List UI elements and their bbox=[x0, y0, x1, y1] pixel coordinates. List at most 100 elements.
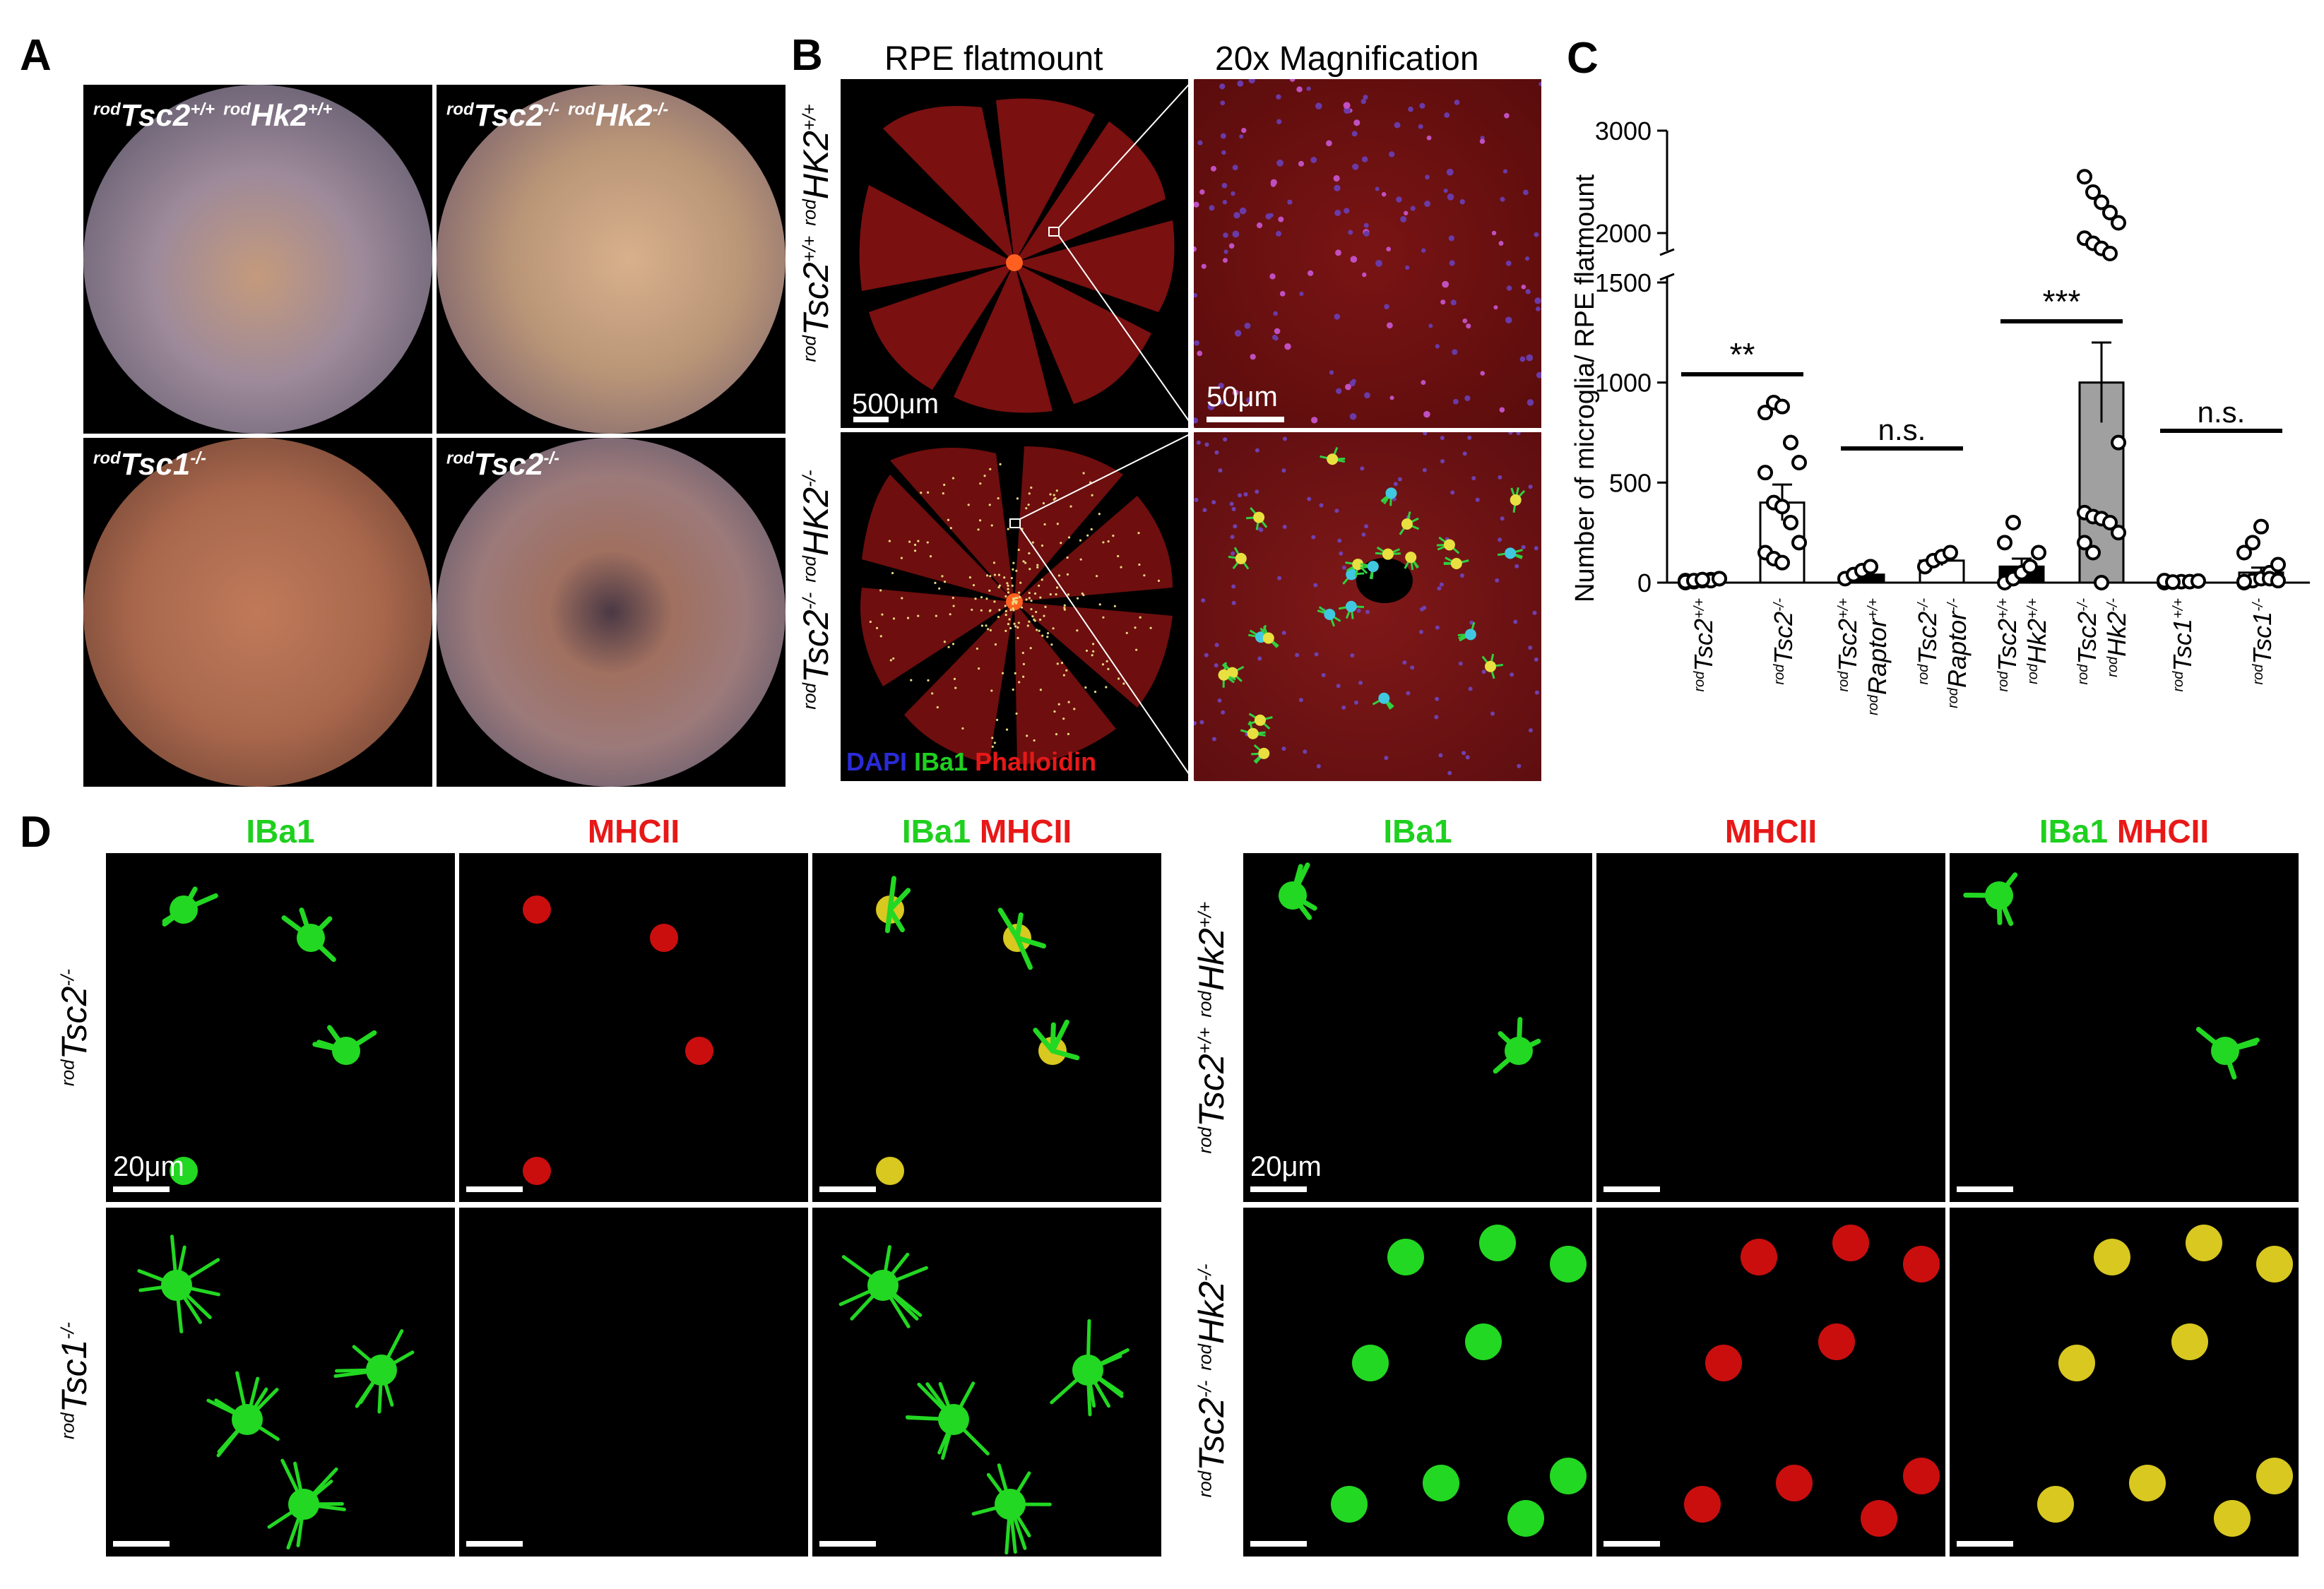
micrograph-merge bbox=[1950, 1208, 2299, 1557]
data-point bbox=[2094, 575, 2109, 590]
data-point bbox=[1774, 398, 1790, 415]
data-point bbox=[2270, 573, 2286, 589]
data-points bbox=[1678, 169, 2286, 590]
x-tick-label: rodTsc1-/- bbox=[2248, 598, 2277, 685]
scale-bar bbox=[466, 1186, 523, 1192]
data-point bbox=[2236, 544, 2252, 561]
fundus-image-tsc2-ko: rodTsc2-/- bbox=[437, 438, 785, 787]
genotype-label: rodTsc2-/- rodHk2-/- bbox=[446, 98, 669, 133]
data-point bbox=[2111, 215, 2126, 231]
data-point bbox=[2236, 573, 2252, 590]
scale-bar bbox=[1250, 1541, 1307, 1547]
micrograph-merge bbox=[812, 1208, 1161, 1557]
data-point bbox=[1774, 499, 1790, 515]
micrograph-mhcii bbox=[459, 1208, 808, 1557]
scale-bar bbox=[1207, 417, 1284, 422]
micrograph-iba1 bbox=[1243, 1208, 1592, 1557]
scale-bar bbox=[853, 417, 889, 422]
x-tick-label: rodRaptor+/+ bbox=[1863, 598, 1892, 715]
channel-header-iba1: IBa1 bbox=[1383, 813, 1452, 850]
data-point bbox=[2102, 246, 2118, 261]
data-point bbox=[2022, 559, 2038, 575]
micrograph-merge bbox=[812, 853, 1161, 1202]
row-label-tsc2-hk2-ko: rodTsc2-/- rodHk2-/- bbox=[1192, 1263, 1231, 1498]
data-point bbox=[1757, 405, 1773, 421]
scale-bar bbox=[113, 1541, 170, 1547]
x-tick-label: rodTsc2-/- bbox=[1913, 598, 1942, 685]
genotype-label: rodTsc2+/+ rodHk2+/+ bbox=[93, 98, 333, 133]
data-point bbox=[2102, 205, 2118, 220]
data-point bbox=[2270, 557, 2286, 573]
data-point bbox=[1791, 455, 1807, 470]
fundus-image-tsc1-ko: rodTsc1-/- bbox=[83, 438, 432, 787]
legend-phalloidin: Phalloidin bbox=[975, 747, 1097, 776]
channel-header-merge: IBa1 MHCII bbox=[901, 813, 1072, 850]
data-point bbox=[1997, 535, 2012, 551]
channel-header-mhcii: MHCII bbox=[1724, 813, 1818, 850]
micrograph-merge bbox=[1950, 853, 2299, 1202]
data-point bbox=[2245, 535, 2260, 551]
scale-bar-label: 20μm bbox=[113, 1151, 184, 1182]
scale-bar bbox=[1250, 1186, 1307, 1192]
column-title-flatmount: RPE flatmount bbox=[884, 40, 1103, 78]
fundus-image-tsc2-hk2-wt: rodTsc2+/+ rodHk2+/+ bbox=[83, 85, 432, 434]
data-point bbox=[2077, 535, 2092, 551]
rpe-zoom-ko bbox=[1194, 432, 1541, 781]
y-tick-label: 1000 bbox=[1595, 369, 1652, 398]
x-tick-label: rodTsc2+/+ bbox=[1689, 598, 1718, 692]
channel-header-iba1: IBa1 bbox=[246, 813, 315, 850]
scale-bar bbox=[466, 1541, 523, 1547]
scale-bar bbox=[1957, 1541, 2013, 1547]
genotype-label: rodTsc1-/- bbox=[93, 447, 206, 482]
row-label-tsc2-hk2-wt: rodTsc2+/+ rodHk2+/+ bbox=[1192, 901, 1231, 1154]
y-tick-label: 2000 bbox=[1595, 219, 1652, 248]
legend-iba1: IBa1 bbox=[914, 747, 968, 776]
data-point bbox=[2165, 574, 2181, 590]
micrograph-iba1 bbox=[106, 1208, 455, 1557]
data-point bbox=[2085, 544, 2101, 561]
x-tick-labels: rodTsc2+/+rodTsc2-/-rodTsc2+/+rodRaptor+… bbox=[1689, 598, 2277, 715]
data-point bbox=[1863, 559, 1878, 575]
data-point bbox=[2111, 525, 2126, 541]
data-point bbox=[1757, 465, 1773, 481]
data-point bbox=[2253, 518, 2269, 535]
legend-dapi: DAPI bbox=[846, 747, 908, 776]
micrograph-mhcii bbox=[1596, 1208, 1945, 1557]
data-point bbox=[2094, 194, 2109, 210]
micrograph-iba1: 20μm bbox=[1243, 853, 1592, 1202]
rpe-flatmount-ko: DAPI IBa1 Phalloidin bbox=[841, 432, 1188, 781]
y-tick-label: 3000 bbox=[1595, 117, 1652, 145]
panel-label-d: D bbox=[20, 808, 52, 857]
x-tick-label: rodTsc2-/- bbox=[2073, 598, 2101, 685]
row-label-tsc2-hk2-ko: rodTsc2-/- rodHK2-/- bbox=[796, 470, 836, 710]
y-tick-label: 0 bbox=[1637, 569, 1652, 597]
axes: 0 500 1000 1500 2000 3000 bbox=[1595, 117, 2310, 597]
scale-bar-label: 50μm bbox=[1207, 381, 1278, 412]
scale-bar bbox=[1957, 1186, 2013, 1192]
chart-microglia-counts: Number of microglia/ RPE flatmount 0 500 1… bbox=[1570, 117, 2310, 715]
data-point bbox=[2102, 515, 2118, 530]
scale-bar bbox=[819, 1541, 876, 1547]
significance-label: *** bbox=[2043, 283, 2081, 320]
x-tick-label: rodTsc1+/+ bbox=[2168, 598, 2197, 692]
data-point bbox=[1712, 571, 1727, 587]
x-tick-label: rodTsc2-/- bbox=[1769, 598, 1798, 685]
data-point bbox=[1791, 535, 1807, 551]
data-point bbox=[1783, 434, 1798, 451]
channel-header-merge: IBa1 MHCII bbox=[2039, 813, 2210, 850]
scale-bar-label: 500μm bbox=[852, 388, 939, 419]
x-tick-label: rodHk2+/+ bbox=[2022, 598, 2051, 684]
scale-bar bbox=[819, 1186, 876, 1192]
significance-label: ** bbox=[1730, 336, 1755, 373]
scale-bar bbox=[113, 1186, 170, 1192]
significance-label: n.s. bbox=[2198, 395, 2246, 429]
data-point bbox=[2085, 184, 2101, 200]
x-tick-label: rodRaptor-/- bbox=[1943, 598, 1972, 708]
significance-label: n.s. bbox=[1878, 413, 1926, 446]
panel-label-a: A bbox=[20, 31, 52, 80]
data-point bbox=[1943, 544, 1958, 561]
micrograph-mhcii bbox=[1596, 853, 1945, 1202]
x-tick-label: rodHk2-/- bbox=[2102, 598, 2131, 677]
channel-legend: DAPI IBa1 Phalloidin bbox=[846, 747, 1096, 777]
data-point bbox=[2031, 544, 2046, 561]
